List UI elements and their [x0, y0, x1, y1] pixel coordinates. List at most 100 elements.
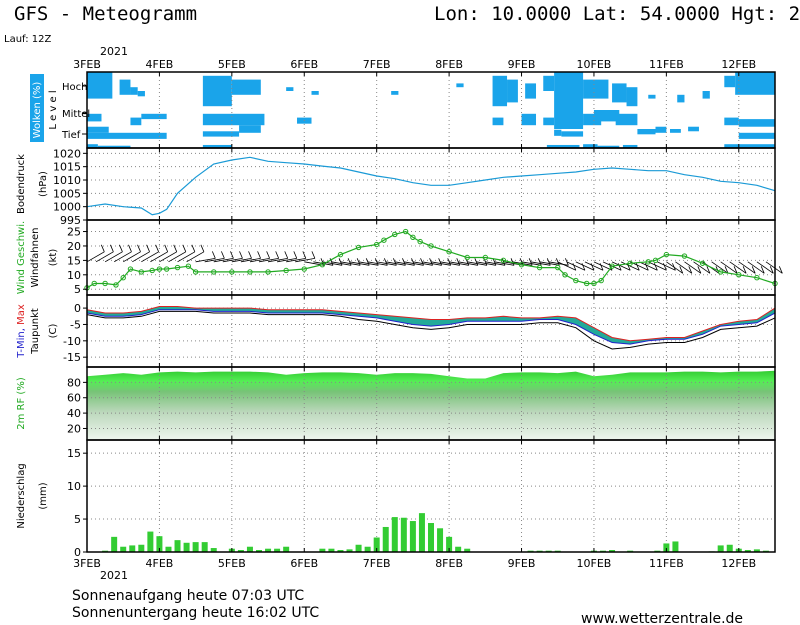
- wind-barb: [421, 261, 442, 266]
- cloud-block: [554, 129, 562, 136]
- y-tick-label: -5: [70, 318, 81, 331]
- wind-barb-flag: [191, 244, 196, 252]
- cloud-block: [391, 91, 399, 95]
- precip-ylabel: Niederschlag: [16, 463, 27, 528]
- wind-speed-point: [699, 260, 706, 266]
- y-tick-label: 5: [74, 283, 81, 296]
- wind-barb-flag: [688, 266, 693, 274]
- wind-unit: (kt): [48, 249, 59, 267]
- wind-barb-flag: [697, 266, 702, 274]
- cloud-block: [655, 126, 667, 133]
- cloud-block: [87, 126, 109, 133]
- level-label-mid: Mittel: [62, 109, 90, 120]
- precip-bar: [156, 536, 163, 552]
- precip-bar: [726, 544, 733, 552]
- cloud-block: [543, 75, 555, 91]
- sunrise-text: Sonnenaufgang heute 07:03 UTC: [72, 588, 304, 604]
- wind-barb: [584, 261, 604, 271]
- wind-barb: [168, 251, 186, 263]
- wind-barb-flag: [635, 263, 640, 271]
- wind-barb: [639, 261, 658, 271]
- wind-barb: [675, 261, 693, 274]
- precipitation-panel: 0 5 10 15 Niederschlag (mm): [16, 439, 776, 559]
- wind-barb-flag: [769, 266, 774, 274]
- wind-barb: [213, 257, 234, 263]
- y-tick-label: 60: [67, 392, 81, 405]
- cloud-block: [561, 131, 584, 137]
- date-label-top: 4FEB: [146, 58, 174, 71]
- wind-barb-flag: [572, 263, 577, 271]
- wind-barb: [204, 257, 225, 263]
- cloud-block: [702, 91, 710, 99]
- wind-barb: [439, 261, 460, 266]
- cloud-block: [286, 87, 294, 91]
- wind-speed-point: [319, 262, 326, 268]
- cloud-block: [525, 83, 537, 99]
- wind-barb: [295, 257, 315, 263]
- temperature-panel: 0 -5 -10 -15 T-Min, Max Taupunkt (C): [16, 294, 776, 368]
- cloud-block: [130, 87, 138, 95]
- precip-bar: [418, 513, 425, 552]
- precip-bar: [391, 517, 398, 552]
- wind-speed-point: [500, 257, 507, 264]
- cloud-block: [311, 91, 319, 95]
- level-label-low: Tief: [61, 130, 81, 141]
- wind-barb-flag: [146, 244, 150, 252]
- wind-barb-flag: [608, 263, 613, 271]
- wind-barb: [123, 251, 141, 263]
- wind-barb: [403, 261, 424, 266]
- year-label-bottom: 2021: [100, 569, 128, 582]
- wind-barb: [539, 261, 560, 266]
- wind-barb-flag: [164, 244, 169, 252]
- precip-bar: [111, 536, 118, 552]
- wind-barb: [593, 261, 613, 271]
- wind-speed-point: [591, 280, 597, 287]
- wind-barb: [286, 257, 306, 263]
- wind-barb-flag: [617, 263, 622, 271]
- wind-speed-point: [598, 277, 604, 284]
- cloud-block: [622, 144, 638, 148]
- humidity-panel: 20 40 60 80 2m RF (%): [16, 366, 776, 441]
- cloud-block: [688, 126, 699, 132]
- wind-barb: [331, 261, 352, 266]
- wind-barb: [349, 261, 370, 266]
- cloud-panel-bg: [87, 72, 775, 148]
- y-tick-label: 20: [67, 240, 81, 253]
- date-label-top: 9FEB: [508, 58, 536, 71]
- wind-speed-point: [120, 274, 126, 281]
- wind-barb-flag: [266, 251, 271, 259]
- wind-barb: [358, 261, 379, 266]
- wind-barb: [557, 261, 577, 271]
- sunset-text: Sonnenuntergang heute 16:02 UTC: [72, 605, 319, 621]
- wind-barb-flag: [302, 251, 307, 259]
- wind-barb-flag: [110, 244, 114, 252]
- wind-speed-point: [584, 280, 590, 287]
- y-tick-label: 1010: [53, 174, 81, 187]
- wind-speed-point: [211, 269, 217, 275]
- precip-bar: [201, 542, 208, 552]
- y-tick-label: 0: [74, 546, 81, 559]
- wind-barb: [611, 261, 631, 271]
- wind-barb-flag: [248, 251, 252, 259]
- wind-speed-point: [417, 238, 423, 245]
- precip-bar: [382, 526, 389, 552]
- wind-barb: [267, 257, 288, 263]
- precip-bar: [120, 546, 127, 552]
- precip-bar: [183, 542, 190, 552]
- cloud-block: [137, 91, 145, 97]
- date-label-bottom: 12FEB: [721, 557, 756, 570]
- wind-barb: [684, 261, 702, 274]
- wind-speed-point: [91, 280, 97, 287]
- wind-barb: [412, 261, 433, 266]
- wind-speed-point: [681, 253, 688, 259]
- cloud-block: [87, 72, 113, 99]
- y-tick-label: 1005: [53, 187, 81, 200]
- precip-bar: [265, 548, 272, 552]
- wind-barb: [186, 251, 205, 263]
- cloud-block: [583, 113, 602, 126]
- wind-speed-point: [627, 260, 633, 266]
- wind-barb: [177, 251, 196, 263]
- cloud-block: [626, 87, 638, 107]
- y-tick-label: 15: [67, 447, 81, 460]
